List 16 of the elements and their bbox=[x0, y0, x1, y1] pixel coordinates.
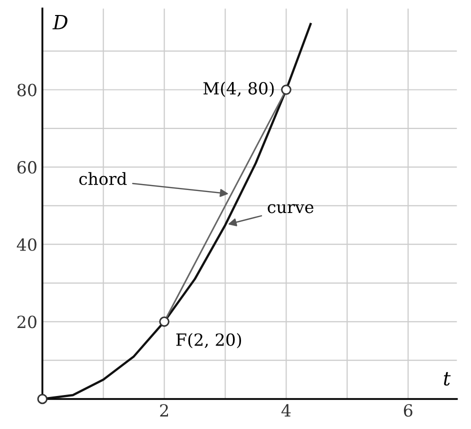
y-tick-label: 80 bbox=[17, 84, 36, 96]
point bbox=[37, 394, 48, 404]
annotation: chord bbox=[79, 172, 127, 186]
x-tick-label: 2 bbox=[160, 404, 168, 416]
point bbox=[159, 316, 170, 327]
annotation: F(2, 20) bbox=[176, 333, 242, 348]
y-tick-label: 60 bbox=[17, 161, 36, 174]
x-tick-label: 6 bbox=[404, 404, 412, 417]
y-tick-label: 20 bbox=[17, 316, 36, 328]
point bbox=[281, 84, 292, 95]
y-tick-label: 40 bbox=[16, 238, 36, 251]
annotation: M(4, 80) bbox=[203, 82, 274, 97]
x-axis-title: t bbox=[444, 372, 451, 386]
x-tick-label: 4 bbox=[281, 404, 291, 416]
annotation: curve bbox=[268, 204, 314, 214]
y-axis-title: D bbox=[52, 15, 68, 30]
